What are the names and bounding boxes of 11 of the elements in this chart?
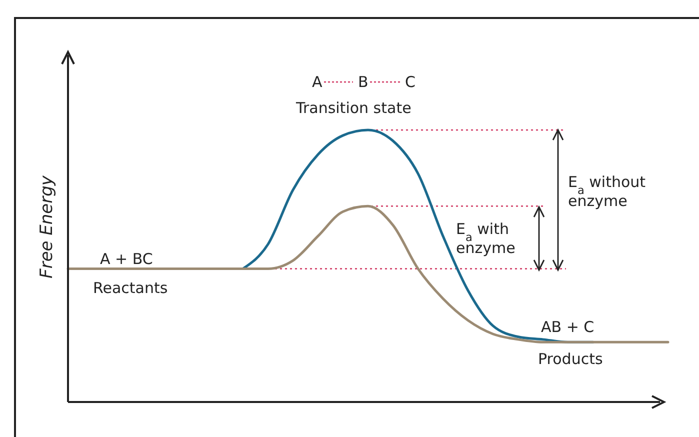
annotation: Products <box>538 350 603 368</box>
annotation: E$_{a}$ without enzyme <box>568 173 646 210</box>
text: C <box>405 73 416 91</box>
text: A <box>312 73 323 91</box>
annotation: E$_{a}$ with enzyme <box>456 220 516 257</box>
y-axis-title: Free Energy <box>37 174 57 278</box>
annotation: A + BC <box>100 250 153 268</box>
text: Transition state <box>295 99 412 117</box>
text: B <box>358 73 368 91</box>
annotation: Reactants <box>93 279 168 297</box>
annotation: AB + C <box>541 318 594 336</box>
